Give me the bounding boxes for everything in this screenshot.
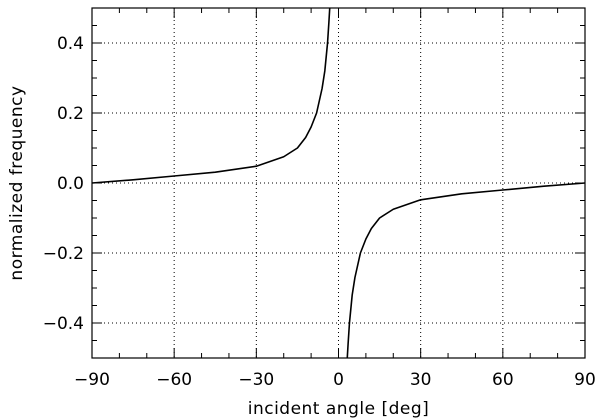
y-tick-label: −0.4 — [43, 314, 84, 334]
series-line-1 — [91, 7, 331, 184]
x-tick-label: 90 — [574, 370, 596, 390]
y-tick-label: 0.2 — [57, 104, 84, 124]
x-tick-label: 0 — [333, 370, 344, 390]
x-tick-label: 60 — [492, 370, 514, 390]
y-tick-label: −0.2 — [43, 244, 84, 264]
x-tick-label: 30 — [410, 370, 432, 390]
grid — [92, 8, 585, 358]
series-line-2 — [346, 182, 586, 359]
curves — [91, 7, 586, 359]
x-tick-label: −30 — [238, 370, 274, 390]
ticks — [91, 7, 586, 359]
x-tick-label: −60 — [156, 370, 192, 390]
x-tick-label: −90 — [74, 370, 110, 390]
y-axis-label: normalized frequency — [7, 85, 27, 280]
tick-labels: −90 −60 −30 0 30 60 90 −0.4 −0.2 0.0 0.2 0.4 — [43, 34, 596, 390]
y-tick-label: 0.4 — [57, 34, 84, 54]
x-axis-label: incident angle [deg] — [248, 399, 430, 419]
y-tick-label: 0.0 — [57, 174, 84, 194]
